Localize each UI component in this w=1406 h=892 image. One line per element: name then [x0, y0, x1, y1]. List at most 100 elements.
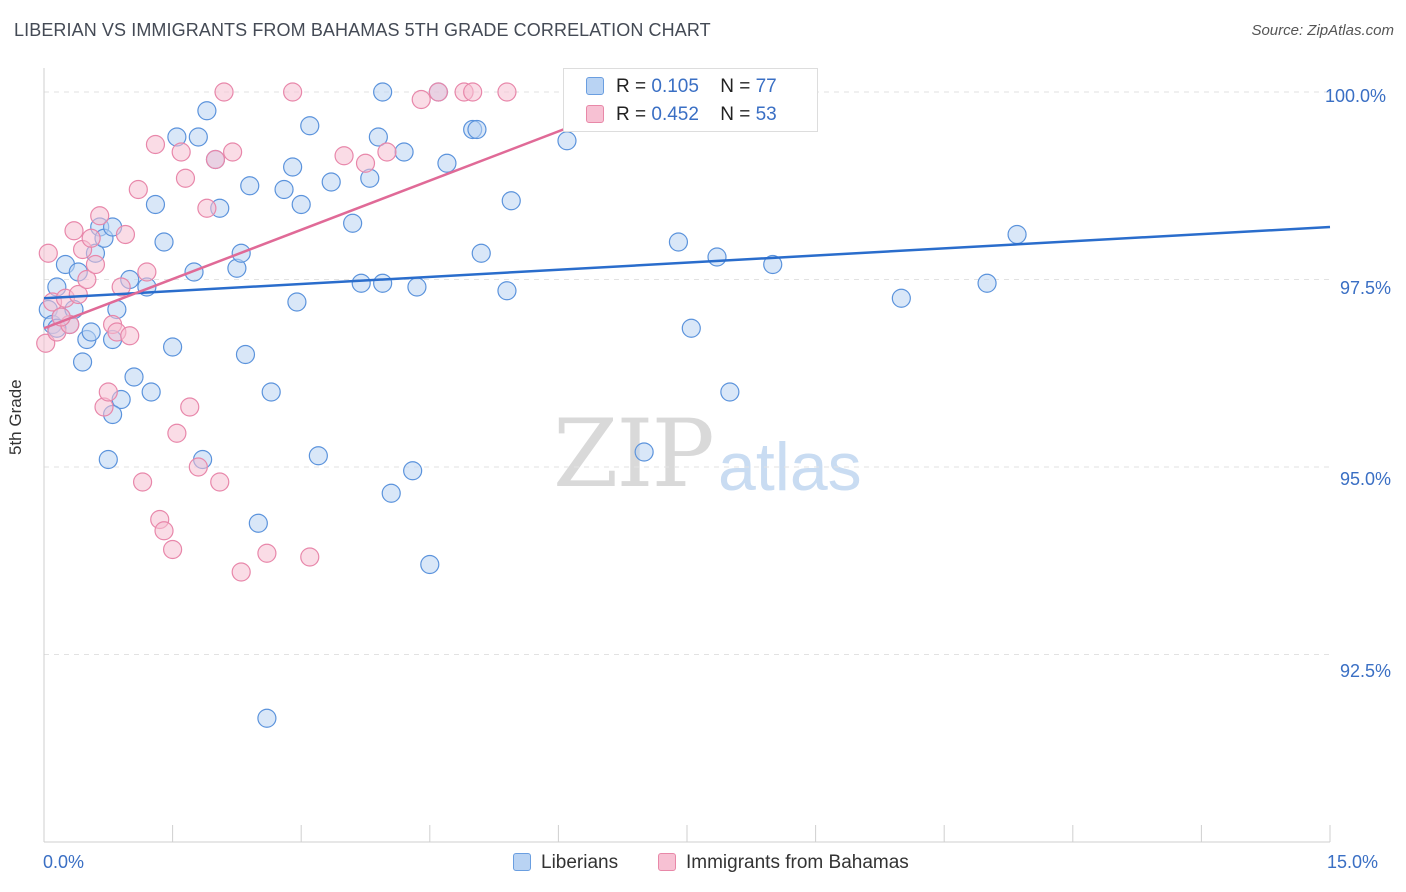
- liberians-point: [163, 337, 183, 357]
- liberians-point: [141, 382, 161, 402]
- bahamas-point: [90, 206, 110, 226]
- chart-title: LIBERIAN VS IMMIGRANTS FROM BAHAMAS 5TH …: [14, 20, 711, 40]
- legend-item-bahamas[interactable]: Immigrants from Bahamas: [658, 852, 909, 874]
- legend-item-liberians[interactable]: Liberians: [513, 852, 618, 874]
- liberians-point: [420, 554, 440, 575]
- bahamas-point: [180, 397, 200, 417]
- bahamas-point: [205, 149, 226, 170]
- legend-row-bahamas: R = 0.452 N = 53: [586, 104, 777, 126]
- liberians-legend-swatch: [513, 853, 531, 871]
- bahamas-point: [38, 243, 58, 263]
- bahamas-point: [128, 179, 148, 200]
- bahamas-point: [120, 326, 140, 346]
- bahamas-point: [411, 89, 431, 110]
- bahamas-point: [188, 457, 208, 477]
- y-axis-label: 5th Grade: [6, 379, 25, 455]
- bahamas-point: [210, 472, 230, 492]
- watermark-zip: ZIP: [553, 400, 715, 509]
- liberians-point: [197, 101, 217, 121]
- liberians-point: [235, 344, 256, 365]
- liberians-point: [557, 131, 577, 151]
- liberians-point: [394, 142, 414, 162]
- bahamas-point: [497, 82, 517, 102]
- liberians-point: [467, 119, 487, 140]
- liberians-point: [1007, 224, 1027, 245]
- liberians-point: [437, 153, 457, 173]
- liberians-point: [287, 292, 307, 312]
- bahamas-point: [300, 547, 320, 567]
- liberians-point: [283, 157, 303, 177]
- y-tick-label-95: 95.0%: [1340, 469, 1392, 489]
- bahamas-point: [85, 254, 106, 275]
- liberians-point: [343, 213, 363, 233]
- liberians-point: [248, 513, 268, 533]
- liberians-point: [891, 288, 911, 308]
- n-label: N =: [720, 76, 751, 97]
- source-credit: Source: ZipAtlas.com: [1251, 22, 1394, 39]
- bahamas-point: [171, 142, 191, 162]
- bahamas-point: [167, 423, 187, 443]
- axes: [43, 68, 1331, 843]
- liberians-point: [668, 232, 689, 252]
- liberians-point: [240, 176, 260, 196]
- liberians-point: [321, 172, 341, 192]
- liberians-point: [300, 116, 320, 136]
- liberians-point: [261, 382, 281, 402]
- bahamas-legend-swatch: [658, 853, 676, 871]
- liberians-point: [497, 281, 517, 301]
- liberians-point: [81, 322, 101, 342]
- bahamas-point: [334, 146, 354, 166]
- liberians-legend-label: Liberians: [541, 852, 619, 873]
- bahamas-point: [77, 269, 97, 290]
- liberians-point: [403, 461, 423, 481]
- liberians-point: [188, 127, 208, 147]
- x-tick-label-max: 15.0%: [1327, 852, 1379, 872]
- bahamas-point: [115, 224, 136, 245]
- liberians-point: [681, 318, 701, 338]
- liberians-point: [634, 442, 654, 462]
- y-tick-label-97-5: 97.5%: [1340, 278, 1392, 298]
- liberians-point: [308, 446, 328, 466]
- n-label: N =: [720, 104, 751, 125]
- liberians-point: [72, 352, 93, 372]
- liberians-point: [407, 277, 427, 297]
- liberians-point: [381, 483, 401, 503]
- bahamas-point: [132, 472, 153, 492]
- liberians-point: [145, 194, 166, 215]
- liberians-point: [501, 191, 521, 211]
- bahamas-point: [257, 543, 277, 563]
- liberians-r-value: 0.105: [651, 76, 699, 97]
- bahamas-point: [355, 153, 376, 173]
- bahamas-point: [163, 539, 183, 560]
- bahamas-point: [175, 168, 196, 188]
- liberians-point: [368, 127, 388, 147]
- trend-lines: [43, 90, 1331, 330]
- bahamas-point: [98, 382, 118, 402]
- bahamas-legend-label: Immigrants from Bahamas: [686, 852, 909, 873]
- legend-row-liberians: R = 0.105 N = 77: [586, 76, 777, 98]
- x-tick-label-min: 0.0%: [43, 852, 85, 872]
- liberians-point: [720, 382, 740, 402]
- liberians-point: [274, 179, 294, 200]
- bahamas-point: [64, 221, 84, 241]
- bahamas-point: [231, 562, 251, 582]
- bahamas-point: [81, 228, 101, 248]
- correlation-legend: R = 0.105 N = 77 R = 0.452 N = 53: [563, 68, 818, 132]
- bahamas-n-value: 53: [755, 104, 777, 125]
- liberians-trend-line: [43, 225, 1331, 300]
- liberians-point: [373, 82, 393, 102]
- liberians-point: [291, 194, 311, 215]
- bahamas-point: [428, 82, 448, 102]
- bahamas-point: [463, 82, 483, 102]
- liberians-point: [977, 273, 997, 293]
- bahamas-point: [377, 142, 397, 162]
- bahamas-point: [154, 521, 174, 541]
- liberians-point: [98, 449, 118, 470]
- bahamas-r-value: 0.452: [651, 104, 699, 125]
- liberians-point: [471, 243, 491, 263]
- y-tick-label-100: 100.0%: [1325, 86, 1387, 106]
- bahamas-trend-line: [43, 90, 662, 330]
- bahamas-swatch: [586, 105, 604, 123]
- liberians-point: [257, 708, 277, 728]
